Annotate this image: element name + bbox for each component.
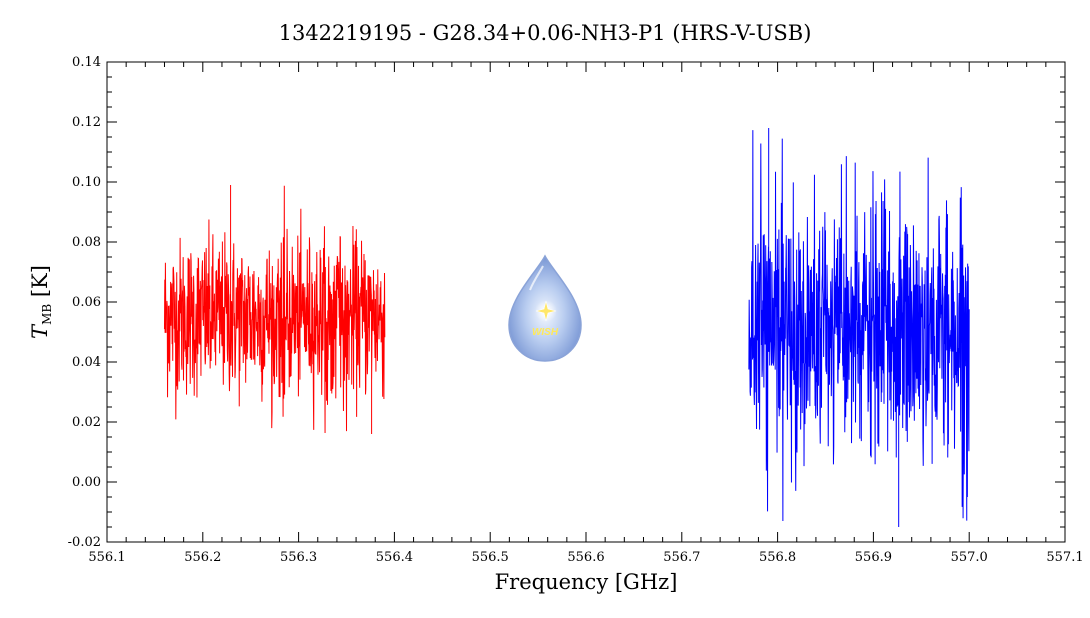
x-tick-label: 557.1 xyxy=(1046,550,1083,565)
y-tick-label: 0.14 xyxy=(72,55,101,70)
x-tick-label: 556.3 xyxy=(280,550,317,565)
x-tick-label: 557.0 xyxy=(951,550,988,565)
x-tick-label: 556.6 xyxy=(567,550,604,565)
chart-title: 1342219195 - G28.34+0.06-NH3-P1 (HRS-V-U… xyxy=(279,21,812,45)
x-tick-label: 556.5 xyxy=(472,550,509,565)
y-tick-label: -0.02 xyxy=(68,535,101,550)
x-tick-label: 556.9 xyxy=(855,550,892,565)
y-tick-label: 0.08 xyxy=(72,235,101,250)
y-axis-subscript: MB xyxy=(40,304,54,325)
x-tick-label: 556.8 xyxy=(759,550,796,565)
axis-ticks xyxy=(106,61,1066,543)
spectrum-series-1 xyxy=(163,185,386,434)
y-tick-label: 0.04 xyxy=(72,355,101,370)
logo-text: WISH xyxy=(532,327,559,338)
x-tick-label: 556.2 xyxy=(184,550,221,565)
wish-logo: WISH xyxy=(508,254,582,362)
y-tick-label: 0.10 xyxy=(72,175,101,190)
spectrum-series xyxy=(163,128,970,527)
x-tick-label: 556.7 xyxy=(663,550,700,565)
spectrum-series-2 xyxy=(748,128,970,527)
y-tick-label: 0.06 xyxy=(72,295,101,310)
y-tick-label: 0.12 xyxy=(72,115,101,130)
y-tick-label: 0.00 xyxy=(72,475,101,490)
y-axis-symbol: T xyxy=(28,323,52,339)
svg-text:TMB [K]: TMB [K] xyxy=(28,265,54,339)
y-tick-label: 0.02 xyxy=(72,415,101,430)
x-tick-labels: 556.1 556.2 556.3 556.4 556.5 556.6 556.7 556.8… xyxy=(88,550,1083,565)
star-icon xyxy=(535,300,557,322)
y-axis-unit: [K] xyxy=(28,265,52,297)
y-axis-title: TMB [K] xyxy=(28,265,54,339)
x-tick-label: 556.4 xyxy=(376,550,413,565)
y-tick-labels: -0.02 0.00 0.02 0.04 0.06 0.08 0.10 0.12 0.14 xyxy=(68,55,101,550)
x-tick-label: 556.1 xyxy=(88,550,125,565)
x-axis-title: Frequency [GHz] xyxy=(495,570,678,594)
